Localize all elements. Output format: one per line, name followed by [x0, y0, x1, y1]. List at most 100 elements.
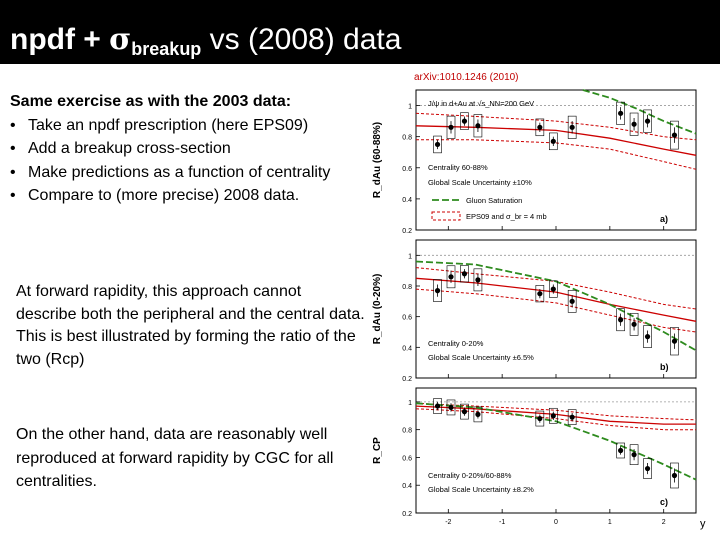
chart-annotation: J/ψ in d+Au at √s_NN=200 GeV: [428, 99, 534, 108]
bullet-text: Take an npdf prescription (here EPS09): [28, 116, 309, 134]
y-tick-label: 0.6: [402, 166, 412, 173]
y-tick-label: 0.2: [402, 511, 412, 518]
x-tick-label: 2: [662, 519, 666, 526]
eps09-band-edge: [415, 267, 697, 310]
gluon-saturation-curve: [582, 89, 697, 135]
data-point: [448, 404, 454, 411]
data-syst-box: [473, 268, 483, 292]
panel-label: c): [660, 497, 668, 507]
y-tick-label: 1: [408, 253, 412, 260]
eps09-band-edge: [416, 139, 697, 170]
data-syst-box: [460, 403, 469, 420]
text-block-exercise: Same exercise as with the 2003 data: • Ta…: [10, 90, 375, 208]
chart-panel-2: 0.2 0.4 0.6 0.8 1 R_dAu (0-20%) Centrality 0-2…: [372, 239, 697, 383]
title-sigma: σ: [109, 22, 132, 57]
y-tick-label: 0.6: [402, 315, 412, 322]
data-syst-box: [460, 265, 469, 283]
eps09-band-center: [415, 277, 697, 322]
bullet-item: • Compare to (more precise) 2008 data.: [10, 184, 375, 208]
data-point: [475, 123, 481, 129]
data-point: [569, 298, 575, 304]
data-syst-box: [643, 109, 652, 133]
data-syst-box: [629, 112, 639, 136]
slide-title: npdf + σbreakup vs (2008) data: [10, 23, 401, 66]
eps09-band-center: [415, 405, 696, 425]
data-point: [434, 403, 441, 409]
data-point: [644, 465, 651, 472]
x-tick-label: 0: [554, 519, 558, 526]
bullet-text: Make predictions as a function of centra…: [28, 163, 331, 181]
data-syst-box: [549, 132, 558, 151]
bullet-text: Add a breakup cross-section: [28, 140, 231, 157]
text-block-cgc: On the other hand, data are reasonably w…: [16, 423, 366, 494]
data-point: [550, 413, 556, 419]
chart-panel-3: 0.2 0.4 0.6 0.8 1 -2 -1 0 1 2 R_CP Centrality 0-20%…: [372, 387, 697, 526]
chart-panel-1: 0.2 0.4 0.6 0.8 1 R_dAu (60-88%) J/ψ in d+Au a…: [372, 89, 697, 235]
data-syst-box: [473, 406, 483, 423]
bullet-item: • Take an npdf prescription (here EPS09): [10, 114, 375, 138]
data-syst-box: [567, 289, 577, 313]
y-tick-label: 0.4: [402, 483, 412, 490]
data-point: [644, 118, 651, 124]
y-tick-label: 0.2: [402, 376, 412, 383]
y-tick-label: 0.8: [402, 428, 412, 435]
bullet-text: Compare to (more precise) 2008 data.: [28, 187, 300, 204]
paragraph: This is best illustrated by forming the …: [16, 328, 356, 368]
y-tick-label: 0.6: [402, 455, 412, 462]
y-axis-label: R_dAu (0-20%): [372, 274, 383, 345]
data-syst-box: [670, 462, 679, 489]
title-right: vs (2008) data: [201, 23, 402, 56]
data-syst-box: [629, 444, 639, 465]
y-tick-label: 1: [408, 400, 412, 407]
paragraph: At forward rapidity, this approach canno…: [16, 283, 365, 323]
data-point: [671, 132, 678, 138]
bullet-item: • Make predictions as a function of centr…: [10, 161, 375, 185]
paragraph: On the other hand, data are reasonably w…: [16, 426, 334, 490]
x-tick-label: -1: [499, 519, 505, 526]
eps09-band-edge: [415, 288, 697, 333]
data-point: [631, 321, 637, 327]
data-syst-box: [446, 115, 456, 139]
chart-annotation: Centrality 0-20%: [428, 339, 484, 348]
y-tick-label: 0.8: [402, 284, 412, 291]
chart-annotation: Gluon Saturation: [466, 196, 522, 205]
data-syst-box: [433, 279, 442, 302]
data-point: [550, 138, 556, 144]
title-left: npdf +: [10, 23, 110, 56]
chart-annotation: Centrality 60-88%: [428, 163, 488, 172]
panel-label: a): [660, 214, 668, 224]
eps09-band-center: [415, 125, 697, 156]
data-point: [434, 141, 441, 148]
chart-annotation: Global Scale Uncertainty ±8.2%: [428, 485, 534, 494]
data-syst-box: [670, 120, 679, 150]
chart-annotation: Global Scale Uncertainty ±10%: [428, 178, 532, 187]
data-point: [461, 271, 468, 277]
chart-annotation: Centrality 0-20%/60-88%: [428, 471, 512, 480]
data-point: [550, 286, 556, 292]
data-point: [569, 124, 575, 130]
data-point: [537, 124, 543, 130]
data-syst-box: [616, 308, 625, 332]
eps09-band-edge: [415, 112, 697, 141]
data-syst-box: [473, 114, 483, 138]
y-tick-label: 0.4: [402, 197, 412, 204]
data-point: [537, 415, 543, 422]
data-syst-box: [670, 327, 679, 356]
gluon-saturation-curve: [415, 402, 697, 481]
legend-swatch-eps09: [431, 211, 461, 221]
data-syst-box: [629, 312, 639, 336]
y-tick-label: 1: [408, 104, 412, 111]
corner-label: y: [700, 518, 706, 530]
gluon-saturation-curve: [415, 260, 697, 352]
data-point: [448, 274, 454, 280]
bullet-marker: •: [10, 163, 16, 181]
data-syst-box: [643, 325, 652, 348]
title-subscript: breakup: [131, 39, 202, 59]
data-syst-box: [446, 265, 456, 289]
panel-label: b): [660, 362, 669, 372]
y-tick-label: 0.4: [402, 345, 412, 352]
eps09-band-edge: [415, 408, 696, 431]
title-bar: npdf + σbreakup vs (2008) data: [0, 0, 720, 64]
data-syst-box: [567, 409, 577, 425]
data-point: [631, 452, 637, 458]
